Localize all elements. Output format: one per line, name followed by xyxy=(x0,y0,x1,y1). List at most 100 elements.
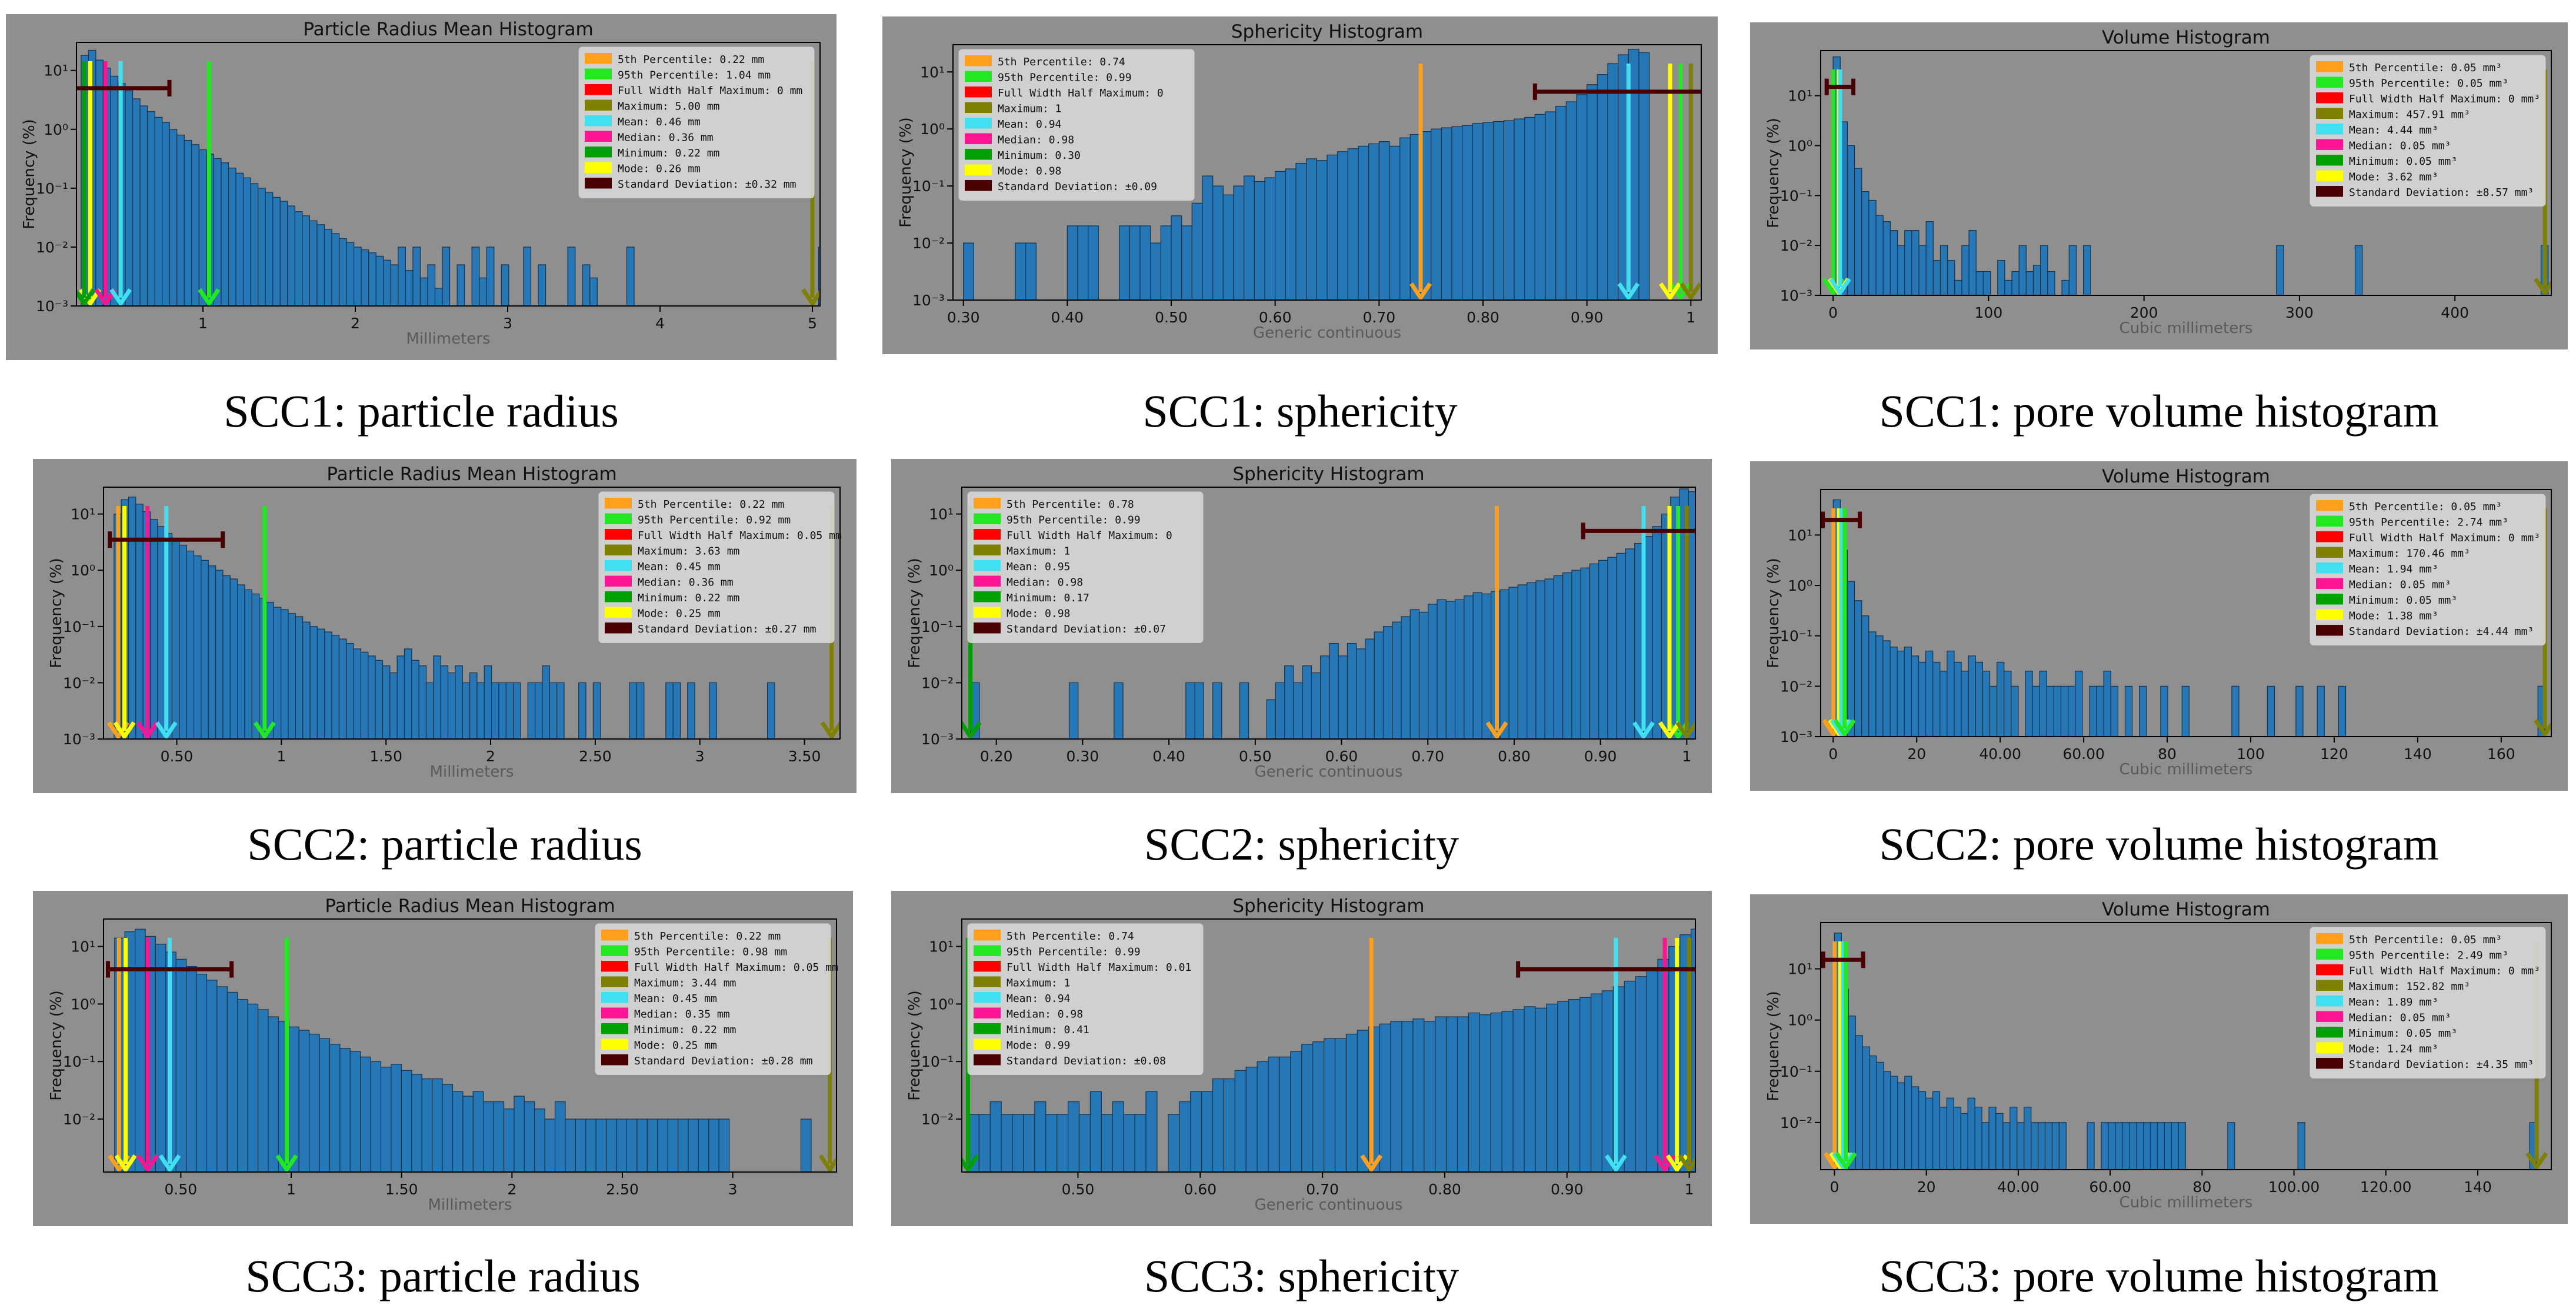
histogram-bar xyxy=(2044,1122,2053,1170)
legend: 5th Percentile: 0.05 mm³ 95th Percentile:… xyxy=(2310,494,2546,645)
legend-swatch xyxy=(601,945,628,956)
histogram-bar xyxy=(2108,1122,2116,1170)
x-tick-label: 300 xyxy=(2285,304,2314,321)
histogram-bar xyxy=(257,1009,269,1172)
y-tick-label: 10⁰ xyxy=(920,121,945,138)
legend-swatch xyxy=(974,560,1001,571)
chart-title: Sphericity Histogram xyxy=(1231,21,1423,42)
histogram-bar xyxy=(1190,1091,1202,1172)
caption-scc1-radius: SCC1: particle radius xyxy=(224,385,619,437)
legend-entry-label: Minimum: 0.22 mm xyxy=(638,592,739,604)
histogram-bar xyxy=(331,233,340,306)
chart-title: Sphericity Histogram xyxy=(1232,464,1424,485)
y-tick-label: 10⁰ xyxy=(71,996,95,1013)
legend-swatch xyxy=(965,118,992,129)
histogram-bar xyxy=(396,655,405,739)
histogram-bar xyxy=(1179,1101,1191,1172)
histogram-bar xyxy=(2295,685,2304,737)
legend-entry-label: 5th Percentile: 0.05 mm³ xyxy=(2349,501,2502,513)
histogram-bar xyxy=(1078,1114,1091,1172)
histogram-bar xyxy=(295,616,304,739)
x-tick-label: 3 xyxy=(695,748,705,765)
histogram-bar xyxy=(1904,1076,1912,1170)
histogram-bar xyxy=(346,642,354,739)
legend-entry-label: Standard Deviation: ±0.32 mm xyxy=(618,178,796,191)
legend-swatch xyxy=(2316,578,2343,589)
y-tick-label: 10⁻² xyxy=(63,1111,95,1128)
legend-entry-label: Standard Deviation: ±4.44 mm³ xyxy=(2349,625,2534,638)
histogram-bar xyxy=(2046,685,2055,737)
histogram-bar xyxy=(476,682,485,739)
axes-frame xyxy=(952,44,1702,301)
legend-entry-label: Minimum: 0.05 mm³ xyxy=(2349,594,2457,607)
legend: 5th Percentile: 0.22 mm 95th Percentile: … xyxy=(578,46,815,198)
histogram-bar xyxy=(1875,215,1884,295)
histogram-bar xyxy=(155,944,166,1172)
legend-entry-label: Mean: 0.46 mm xyxy=(618,116,701,128)
y-axis-label: Frequency (%) xyxy=(21,119,38,229)
legend: 5th Percentile: 0.74 95th Percentile: 0.9… xyxy=(967,923,1204,1075)
x-axis-label: Generic continuous xyxy=(1254,763,1402,781)
x-tick-label: 0.50 xyxy=(161,748,194,765)
histogram-bar xyxy=(1293,682,1303,739)
histogram-bar xyxy=(2160,685,2168,737)
legend-swatch xyxy=(601,961,628,972)
legend-entry-label: Standard Deviation: ±8.57 mm³ xyxy=(2349,187,2534,199)
histogram-bar xyxy=(411,1074,422,1172)
histogram-bar xyxy=(2178,1122,2186,1170)
histogram-bar xyxy=(2082,245,2091,295)
histogram-bar xyxy=(2139,685,2147,737)
histogram-bar xyxy=(1101,1114,1113,1172)
histogram-bar xyxy=(1911,230,1919,295)
histogram-bar xyxy=(404,648,412,739)
histogram-bar xyxy=(1862,1046,1870,1170)
histogram-bar xyxy=(193,555,202,739)
y-axis-label: Frequency (%) xyxy=(906,990,924,1101)
histogram-bar xyxy=(1451,126,1463,300)
x-tick-label: 3.50 xyxy=(788,748,821,765)
legend-entry-label: 5th Percentile: 0.22 mm xyxy=(634,930,781,943)
legend-entry-label: Mode: 0.25 mm xyxy=(634,1040,717,1052)
marker-arrow-head xyxy=(1659,282,1681,300)
histogram-bar xyxy=(1316,160,1328,300)
marker-arrow-head xyxy=(1667,721,1689,739)
y-tick-label: 10¹ xyxy=(71,938,95,956)
histogram-bar xyxy=(2004,279,2012,295)
histogram-bar xyxy=(1918,661,1927,737)
x-tick-label: 4 xyxy=(655,315,665,332)
histogram-bar xyxy=(1897,245,1905,295)
histogram-bar xyxy=(287,205,295,306)
histogram-bar xyxy=(708,1118,719,1172)
marker-arrow-head xyxy=(1360,1154,1383,1172)
marker-arrow-head xyxy=(1828,278,1851,295)
legend-entry-label: Full Width Half Maximum: 0.05 mm xyxy=(634,961,838,974)
bars-group xyxy=(1822,56,2551,295)
chart-scc1-radius: Particle Radius Mean Histogram 1 2 3 4 5 10⁻³ 1… xyxy=(6,14,837,360)
histogram-bar xyxy=(1535,580,1545,739)
histogram-bar xyxy=(1334,1038,1347,1172)
legend-swatch xyxy=(2316,562,2343,574)
axes-frame xyxy=(1820,489,2552,737)
y-tick-label: 10¹ xyxy=(1788,961,1812,978)
marker-arrow-head xyxy=(113,721,136,739)
histogram-bar xyxy=(1975,661,1984,737)
histogram-bar xyxy=(1590,993,1603,1172)
histogram-bar xyxy=(401,1070,412,1172)
legend-entry-label: Mean: 0.94 xyxy=(1007,993,1070,1005)
x-tick-label: 2 xyxy=(486,748,495,765)
histogram-bar xyxy=(1306,158,1317,300)
legend-entry-label: Full Width Half Maximum: 0 mm³ xyxy=(2349,532,2540,544)
histogram-bar xyxy=(175,958,187,1172)
axes-frame xyxy=(1820,50,2552,296)
x-tick-label: 0.40 xyxy=(1152,748,1185,765)
histogram-bar xyxy=(324,631,332,739)
histogram-bar xyxy=(1123,1114,1135,1172)
histogram-bar xyxy=(1275,171,1286,300)
caption-scc3-volume: SCC3: pore volume histogram xyxy=(1879,1250,2439,1301)
chart-scc3-sphericity: Sphericity Histogram 0.50 0.60 0.70 0.80 0.90… xyxy=(891,891,1712,1226)
histogram-bar xyxy=(1646,968,1658,1172)
histogram-bar xyxy=(1285,168,1297,300)
histogram-bar xyxy=(250,183,259,306)
chart-title: Particle Radius Mean Histogram xyxy=(326,464,616,485)
legend-swatch xyxy=(974,513,1001,524)
